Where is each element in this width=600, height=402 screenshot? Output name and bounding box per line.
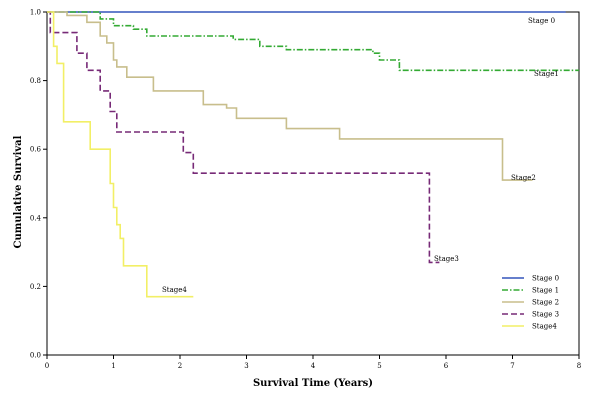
x-tick-label: 1 <box>111 362 115 370</box>
legend-label: Stage4 <box>532 323 557 331</box>
series-label: Stage3 <box>434 255 459 263</box>
legend: Stage 0 Stage 1 Stage 2 Stage 3 Stage4 <box>502 275 559 331</box>
x-tick-label: 3 <box>244 362 248 370</box>
y-tick-label: 0.4 <box>30 214 42 222</box>
x-axis: 0 1 2 3 4 5 6 7 8 <box>45 355 581 370</box>
x-axis-title: Survival Time (Years) <box>253 378 373 389</box>
y-tick-label: 0.8 <box>30 77 41 85</box>
series-label: Stage4 <box>162 286 187 294</box>
x-tick-label: 0 <box>45 362 49 370</box>
x-tick-label: 7 <box>510 362 514 370</box>
series-line-3 <box>47 11 440 264</box>
legend-label: Stage 3 <box>532 311 559 319</box>
y-tick-label: 0.0 <box>30 352 41 360</box>
x-tick-label: 8 <box>577 362 581 370</box>
x-tick-label: 5 <box>377 362 381 370</box>
series-label: Stage1 <box>534 70 559 78</box>
x-tick-label: 6 <box>444 362 449 370</box>
legend-label: Stage 2 <box>532 299 559 307</box>
plot-area <box>46 11 580 356</box>
y-axis-title: Cumulative Survival <box>13 135 24 248</box>
legend-label: Stage 0 <box>532 275 559 283</box>
series-line-1 <box>47 11 579 72</box>
y-axis: 0.0 0.2 0.4 0.6 0.8 1.0 <box>30 9 47 360</box>
plot-frame <box>46 11 580 356</box>
series-line-4 <box>47 11 194 298</box>
y-tick-label: 1.0 <box>30 9 41 17</box>
x-tick-label: 4 <box>311 362 316 370</box>
y-tick-label: 0.2 <box>30 283 41 291</box>
series-lines <box>47 11 579 298</box>
series-label: Stage 0 <box>528 17 555 25</box>
series-labels: Stage 0 Stage1 Stage2 Stage3 Stage4 <box>162 17 559 294</box>
series-label: Stage2 <box>511 174 536 182</box>
legend-label: Stage 1 <box>532 287 559 295</box>
y-tick-label: 0.6 <box>30 146 42 154</box>
series-line-2 <box>47 11 533 181</box>
x-tick-label: 2 <box>178 362 182 370</box>
